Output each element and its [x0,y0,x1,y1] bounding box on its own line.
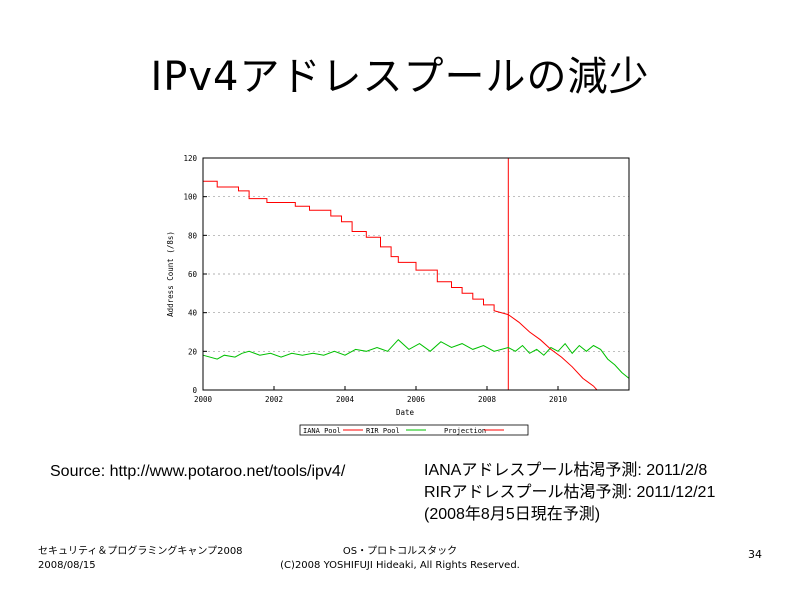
legend-label: RIR Pool [366,427,400,435]
y-axis-label: Address Count (/8s) [166,231,175,317]
x-tick-label: 2006 [407,395,426,404]
event-name: セキュリティ＆プログラミングキャンプ2008 [38,546,243,557]
legend-label: IANA Pool [303,427,341,435]
y-tick-label: 120 [183,154,197,163]
slide-title: IPv4アドレスプールの減少 [150,54,650,100]
source-citation: Source: http://www.potaroo.net/tools/ipv… [50,463,346,480]
depletion-notes: IANAアドレスプール枯渇予測: 2011/2/8 RIRアドレスプール枯渇予測… [424,460,715,526]
plot-frame [202,157,630,391]
series-line-projection [508,314,605,391]
y-tick-label: 20 [188,347,198,356]
series-line-iana-pool [203,180,509,316]
copyright: (C)2008 YOSHIFUJI Hideaki, All Rights Re… [280,560,520,571]
chart-legend: IANA Pool RIR Pool Projection [299,424,529,436]
footer-center: OS・プロトコルスタック (C)2008 YOSHIFUJI Hideaki, … [0,545,800,573]
ipv4-pool-chart: 0 20 40 60 80 100 120 2000 2002 2004 2006 2008 2010 … [160,150,640,445]
x-axis-label: Date [396,408,415,417]
y-tick-label: 80 [188,231,198,240]
rir-depletion-note: RIRアドレスプール枯渇予測: 2011/12/21 [424,484,716,501]
x-tick-label: 2000 [194,395,213,404]
y-tick-label: 0 [192,386,197,395]
y-tick-label: 40 [188,309,198,318]
session-title: OS・プロトコルスタック [342,546,458,557]
chart-marks [202,158,630,391]
chart-grid [203,196,629,352]
iana-depletion-note: IANAアドレスプール枯渇予測: 2011/2/8 [424,462,708,479]
y-tick-label: 60 [188,270,198,279]
event-date: 2008/08/15 [38,560,96,571]
series-line-rir-pool [202,338,630,379]
x-tick-label: 2002 [265,395,283,404]
prediction-date-note: (2008年8月5日現在予測) [424,506,601,523]
x-tick-label: 2008 [478,395,497,404]
footer-left: セキュリティ＆プログラミングキャンプ2008 2008/08/15 [38,545,243,573]
x-tick-label: 2010 [549,395,568,404]
page-number: 34 [748,548,762,561]
x-tick-label: 2004 [336,395,355,404]
legend-label: Projection [444,427,486,435]
y-tick-label: 100 [183,193,197,202]
chart-ticks: 0 20 40 60 80 100 120 2000 2002 2004 2006 2008 2010 [183,154,567,404]
